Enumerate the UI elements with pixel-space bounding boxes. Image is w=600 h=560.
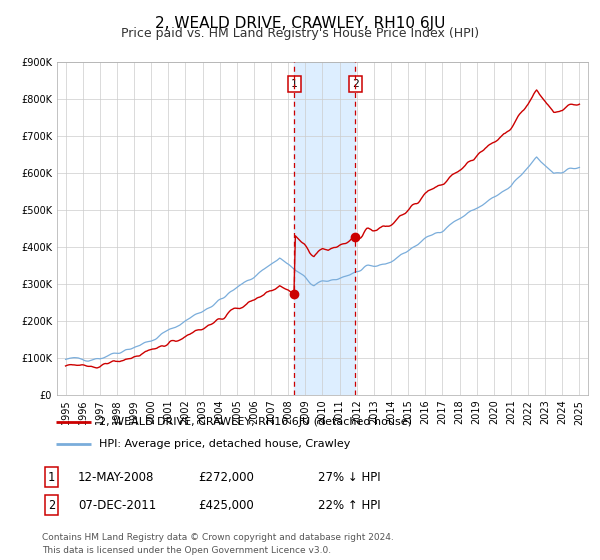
Text: HPI: Average price, detached house, Crawley: HPI: Average price, detached house, Craw… bbox=[98, 438, 350, 449]
Text: 2: 2 bbox=[352, 79, 359, 89]
Text: 12-MAY-2008: 12-MAY-2008 bbox=[78, 470, 154, 484]
Text: Contains HM Land Registry data © Crown copyright and database right 2024.
This d: Contains HM Land Registry data © Crown c… bbox=[42, 533, 394, 554]
Text: 27% ↓ HPI: 27% ↓ HPI bbox=[318, 470, 380, 484]
Text: £272,000: £272,000 bbox=[198, 470, 254, 484]
Text: 22% ↑ HPI: 22% ↑ HPI bbox=[318, 498, 380, 512]
Text: 2, WEALD DRIVE, CRAWLEY, RH10 6JU: 2, WEALD DRIVE, CRAWLEY, RH10 6JU bbox=[155, 16, 445, 31]
Text: 2: 2 bbox=[48, 498, 55, 512]
Text: 1: 1 bbox=[291, 79, 298, 89]
Bar bbox=[295, 62, 355, 395]
Text: 1: 1 bbox=[48, 470, 55, 484]
Text: Price paid vs. HM Land Registry's House Price Index (HPI): Price paid vs. HM Land Registry's House … bbox=[121, 27, 479, 40]
Text: 07-DEC-2011: 07-DEC-2011 bbox=[78, 498, 156, 512]
Text: 2, WEALD DRIVE, CRAWLEY, RH10 6JU (detached house): 2, WEALD DRIVE, CRAWLEY, RH10 6JU (detac… bbox=[98, 417, 412, 427]
Text: £425,000: £425,000 bbox=[198, 498, 254, 512]
